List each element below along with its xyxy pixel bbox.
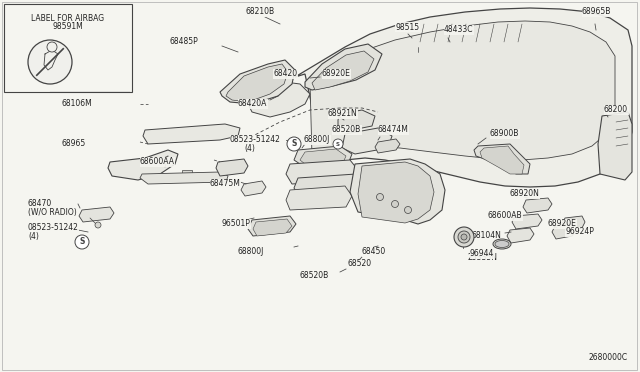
Text: 68106M: 68106M (62, 99, 93, 109)
Text: 68920N: 68920N (510, 189, 540, 199)
Polygon shape (512, 214, 542, 229)
Circle shape (28, 40, 72, 84)
Circle shape (461, 234, 467, 240)
Polygon shape (350, 159, 445, 224)
Text: 68600AB: 68600AB (488, 212, 523, 221)
Text: S: S (291, 140, 297, 148)
Polygon shape (358, 162, 434, 223)
Polygon shape (342, 128, 392, 154)
Polygon shape (216, 159, 248, 176)
Text: 08523-51242: 08523-51242 (28, 224, 79, 232)
Text: 96924P: 96924P (565, 228, 594, 237)
Bar (458, 44, 464, 50)
Text: 98515: 98515 (395, 22, 419, 32)
Text: 96501P: 96501P (222, 219, 251, 228)
Bar (590, 22, 605, 42)
Circle shape (95, 222, 101, 228)
Polygon shape (295, 8, 632, 187)
Circle shape (47, 42, 57, 52)
Ellipse shape (495, 241, 509, 247)
Text: 68420: 68420 (274, 70, 298, 78)
Circle shape (454, 227, 474, 247)
Bar (408, 35, 428, 47)
Polygon shape (480, 146, 524, 174)
Text: 68900B: 68900B (490, 129, 520, 138)
Polygon shape (248, 216, 296, 236)
Text: 2680000C: 2680000C (589, 353, 628, 362)
Text: 68200: 68200 (604, 106, 628, 115)
Polygon shape (507, 228, 534, 243)
Polygon shape (143, 124, 240, 144)
Text: 68485P: 68485P (170, 38, 199, 46)
Text: (4): (4) (28, 231, 39, 241)
Text: 08523-51242: 08523-51242 (230, 135, 281, 144)
Polygon shape (562, 216, 585, 231)
Polygon shape (140, 172, 228, 184)
Text: 68520B: 68520B (300, 272, 329, 280)
Text: 68920E: 68920E (548, 219, 577, 228)
Text: S: S (336, 141, 340, 147)
Circle shape (287, 137, 301, 151)
Text: 68210B: 68210B (245, 7, 274, 16)
Polygon shape (310, 21, 615, 160)
Polygon shape (598, 112, 632, 180)
Text: 68965B: 68965B (582, 7, 611, 16)
Polygon shape (523, 198, 552, 213)
Text: 68920E: 68920E (322, 70, 351, 78)
Polygon shape (294, 174, 364, 198)
Bar (440, 42, 462, 52)
Ellipse shape (493, 239, 511, 249)
Circle shape (458, 231, 470, 243)
Polygon shape (474, 144, 530, 174)
Polygon shape (220, 60, 295, 104)
Circle shape (376, 193, 383, 201)
Text: 68520: 68520 (348, 260, 372, 269)
Polygon shape (312, 51, 374, 90)
Text: S: S (79, 237, 84, 247)
Polygon shape (253, 219, 292, 236)
Text: 48433C: 48433C (444, 26, 474, 35)
Text: (W/O RADIO): (W/O RADIO) (28, 208, 77, 217)
Text: (4): (4) (244, 144, 255, 153)
Text: 68800J: 68800J (304, 135, 330, 144)
Polygon shape (552, 224, 576, 239)
Text: 68520B: 68520B (332, 125, 361, 135)
Text: 68450: 68450 (362, 247, 387, 257)
Text: 68965: 68965 (62, 140, 86, 148)
Circle shape (75, 235, 89, 249)
Circle shape (404, 206, 412, 214)
Text: 68921N: 68921N (328, 109, 358, 119)
Text: 68420A: 68420A (238, 99, 268, 109)
Polygon shape (248, 82, 310, 117)
Text: 68600AA: 68600AA (140, 157, 175, 167)
Polygon shape (294, 146, 352, 168)
Bar (182, 170, 192, 178)
Polygon shape (286, 186, 352, 210)
Polygon shape (286, 160, 358, 184)
Text: 68470: 68470 (28, 199, 52, 208)
Text: 68800J: 68800J (238, 247, 264, 257)
Polygon shape (79, 207, 114, 222)
Text: 96944: 96944 (470, 250, 494, 259)
Text: 68474M: 68474M (378, 125, 409, 135)
Text: 98591M: 98591M (52, 22, 83, 31)
Circle shape (392, 201, 399, 208)
Text: LABEL FOR AIRBAG: LABEL FOR AIRBAG (31, 14, 104, 23)
Text: 25335N: 25335N (468, 253, 498, 263)
Polygon shape (305, 44, 382, 90)
Bar (4, 4, 132, 92)
Polygon shape (241, 181, 266, 196)
Polygon shape (226, 64, 288, 102)
Polygon shape (108, 150, 178, 180)
Text: 68475M: 68475M (210, 180, 241, 189)
Circle shape (333, 139, 343, 149)
Polygon shape (300, 149, 346, 168)
Polygon shape (375, 139, 400, 153)
Polygon shape (338, 110, 375, 130)
Text: 68104N: 68104N (472, 231, 502, 241)
